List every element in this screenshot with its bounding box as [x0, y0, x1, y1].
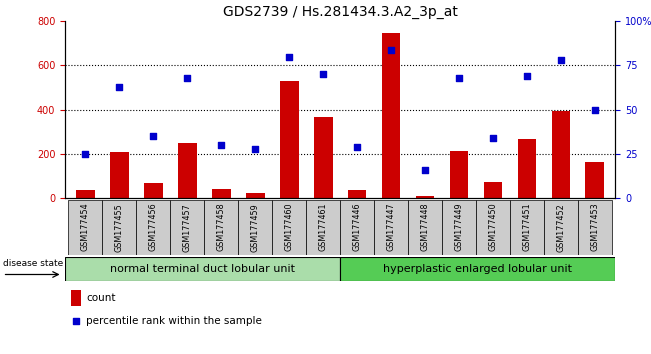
Text: percentile rank within the sample: percentile rank within the sample — [86, 316, 262, 326]
Point — [148, 133, 159, 139]
Text: GSM177448: GSM177448 — [421, 203, 430, 251]
Bar — [70, 290, 81, 306]
Bar — [306, 200, 340, 255]
Point — [556, 57, 566, 63]
Bar — [280, 81, 299, 198]
Bar — [416, 196, 434, 198]
Point — [454, 75, 464, 81]
Text: GSM177451: GSM177451 — [522, 203, 531, 251]
Bar — [348, 190, 367, 198]
Text: GSM177461: GSM177461 — [319, 203, 327, 251]
Text: GSM177450: GSM177450 — [488, 203, 497, 251]
Text: GSM177447: GSM177447 — [387, 203, 396, 251]
Point — [70, 318, 81, 324]
Bar — [137, 200, 171, 255]
Bar — [518, 139, 536, 198]
Bar — [171, 200, 204, 255]
Bar — [585, 162, 604, 198]
Bar — [272, 200, 306, 255]
Point — [182, 75, 193, 81]
Text: normal terminal duct lobular unit: normal terminal duct lobular unit — [110, 264, 295, 274]
Bar — [408, 200, 442, 255]
Point — [488, 135, 498, 141]
Bar — [510, 200, 544, 255]
Bar — [144, 183, 163, 198]
Bar — [314, 118, 333, 198]
Bar — [212, 189, 230, 198]
Bar — [340, 200, 374, 255]
Text: count: count — [86, 293, 115, 303]
Bar — [238, 200, 272, 255]
Bar — [204, 200, 238, 255]
Text: GSM177455: GSM177455 — [115, 203, 124, 251]
Bar — [76, 190, 95, 198]
Text: GSM177454: GSM177454 — [81, 203, 90, 251]
Bar — [578, 200, 612, 255]
Point — [216, 142, 227, 148]
Point — [80, 151, 90, 157]
Point — [352, 144, 363, 150]
Bar — [551, 111, 570, 198]
Point — [250, 146, 260, 152]
Bar — [340, 257, 615, 281]
Bar — [110, 153, 129, 198]
Text: GSM177446: GSM177446 — [353, 203, 361, 251]
Point — [521, 73, 532, 79]
Point — [284, 54, 294, 59]
Bar — [450, 151, 468, 198]
Title: GDS2739 / Hs.281434.3.A2_3p_at: GDS2739 / Hs.281434.3.A2_3p_at — [223, 5, 458, 19]
Text: disease state: disease state — [3, 259, 63, 268]
Text: GSM177458: GSM177458 — [217, 203, 226, 251]
Bar — [442, 200, 476, 255]
Bar — [484, 182, 503, 198]
Point — [386, 47, 396, 52]
Point — [318, 72, 328, 77]
Bar — [178, 143, 197, 198]
Text: GSM177452: GSM177452 — [557, 203, 565, 251]
Bar — [65, 257, 340, 281]
Text: hyperplastic enlarged lobular unit: hyperplastic enlarged lobular unit — [383, 264, 572, 274]
Bar — [68, 200, 102, 255]
Point — [420, 167, 430, 173]
Bar — [476, 200, 510, 255]
Text: GSM177460: GSM177460 — [284, 203, 294, 251]
Text: GSM177453: GSM177453 — [590, 203, 600, 251]
Bar — [374, 200, 408, 255]
Point — [114, 84, 124, 90]
Text: GSM177457: GSM177457 — [183, 203, 192, 251]
Bar — [544, 200, 578, 255]
Point — [590, 107, 600, 113]
Text: GSM177459: GSM177459 — [251, 203, 260, 251]
Text: GSM177449: GSM177449 — [454, 203, 464, 251]
Bar — [102, 200, 137, 255]
Bar — [246, 193, 264, 198]
Text: GSM177456: GSM177456 — [149, 203, 158, 251]
Bar — [381, 33, 400, 198]
